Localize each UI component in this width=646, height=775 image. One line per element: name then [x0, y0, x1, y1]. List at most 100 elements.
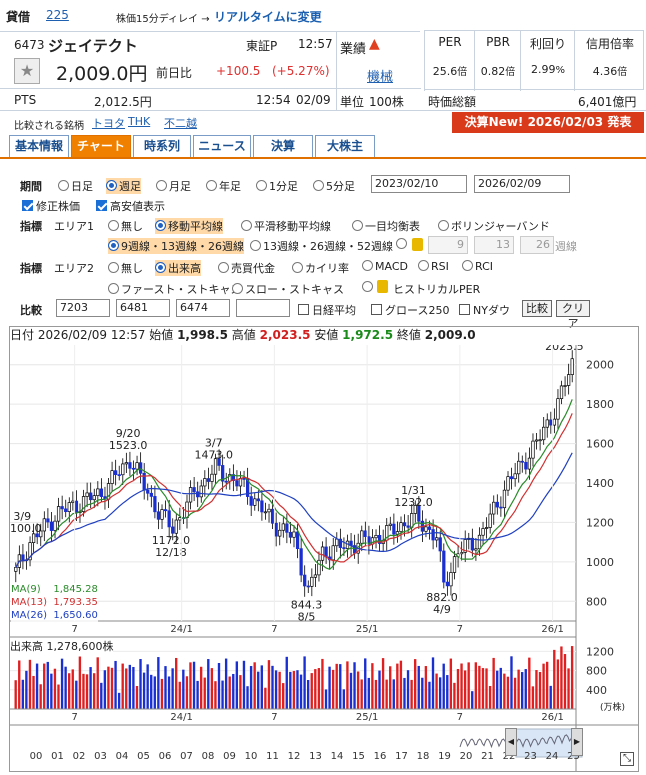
- period-option-5min[interactable]: 5分足: [313, 178, 355, 194]
- radio-icon[interactable]: [352, 220, 363, 231]
- radio-icon[interactable]: [218, 262, 229, 273]
- option-label: 出来高: [168, 262, 201, 275]
- area1-option-none[interactable]: 無し: [108, 218, 143, 234]
- area2-option-deviation[interactable]: カイリ率: [292, 260, 349, 276]
- area2-option-rsi[interactable]: RSI: [418, 260, 449, 273]
- ma-option-9-13-26[interactable]: 9週線・13週線・26週線: [108, 238, 244, 254]
- favorite-star-icon[interactable]: ★: [14, 58, 40, 84]
- volume-bar: [171, 668, 174, 709]
- area1-option-ma[interactable]: 移動平均線: [155, 218, 223, 234]
- compare-nikkei-checkbox[interactable]: 日経平均: [298, 302, 356, 318]
- earnings-banner[interactable]: 決算New! 2026/02/03 発表: [452, 112, 644, 133]
- period-option-monthly[interactable]: 月足: [156, 178, 191, 194]
- radio-icon[interactable]: [206, 180, 217, 191]
- volume-bar: [417, 665, 420, 709]
- clear-button[interactable]: クリア: [556, 300, 590, 330]
- checkbox-icon[interactable]: [371, 304, 382, 315]
- radio-icon[interactable]: [256, 180, 267, 191]
- tab-earnings[interactable]: 決算: [253, 135, 313, 157]
- radio-icon[interactable]: [438, 220, 449, 231]
- realtime-link[interactable]: リアルタイムに変更: [214, 10, 322, 24]
- ma-custom-2-input[interactable]: 13: [474, 236, 514, 254]
- ma-custom-3-input[interactable]: 26: [520, 236, 554, 254]
- area2-option-volume[interactable]: 出来高: [155, 260, 201, 276]
- area2-option-none[interactable]: 無し: [108, 260, 143, 276]
- radio-icon[interactable]: [108, 220, 119, 231]
- radio-icon[interactable]: [58, 180, 69, 191]
- ma-custom-1-input[interactable]: 9: [428, 236, 468, 254]
- volume-bar: [217, 663, 221, 709]
- industry-link[interactable]: 機械: [367, 70, 394, 85]
- compare-code-3-input[interactable]: 6474: [176, 299, 230, 317]
- date-to-input[interactable]: 2026/02/09: [474, 175, 570, 193]
- compare-nydow-checkbox[interactable]: NYダウ: [459, 302, 510, 318]
- period-option-daily[interactable]: 日足: [58, 178, 93, 194]
- ohlc-close-label: 終値: [396, 328, 421, 342]
- area2-option-fast-stoch[interactable]: ファースト・ストキャス: [108, 281, 241, 297]
- area2-option-macd[interactable]: MACD: [362, 260, 408, 273]
- radio-icon[interactable]: [313, 180, 324, 191]
- compare-growth-checkbox[interactable]: グロース250: [371, 302, 449, 318]
- stock-chart[interactable]: 8001000120014001600180020003/91100.09/20…: [10, 345, 638, 771]
- radio-icon[interactable]: [108, 262, 119, 273]
- period-option-yearly[interactable]: 年足: [206, 178, 241, 194]
- compare-code-4-input[interactable]: [236, 299, 290, 317]
- tab-timeseries[interactable]: 時系列: [133, 135, 191, 157]
- compare-label: 比較される銘柄: [14, 121, 84, 132]
- ma-option-13-26-52[interactable]: 13週線・26週線・52週線: [250, 238, 393, 254]
- volume-bar: [353, 662, 356, 709]
- compare-link-nachi[interactable]: 不二越: [164, 117, 197, 130]
- navigator-left-handle[interactable]: ◀: [505, 728, 517, 756]
- radio-icon[interactable]: [241, 220, 252, 231]
- radio-icon[interactable]: [232, 283, 243, 294]
- period-option-1min[interactable]: 1分足: [256, 178, 298, 194]
- tab-chart[interactable]: チャート: [71, 135, 131, 157]
- checkbox-icon[interactable]: [22, 200, 33, 211]
- radio-icon[interactable]: [292, 262, 303, 273]
- area2-option-turnover[interactable]: 売買代金: [218, 260, 275, 276]
- tab-shareholders[interactable]: 大株主: [315, 135, 375, 157]
- navigator-right-handle[interactable]: ▶: [571, 728, 583, 756]
- adjusted-price-checkbox[interactable]: 修正株価: [22, 198, 80, 214]
- metric-unit: 倍: [617, 67, 628, 78]
- compare-code-2-input[interactable]: 6481: [116, 299, 170, 317]
- candle-body: [185, 501, 189, 518]
- radio-icon[interactable]: [462, 260, 473, 271]
- compare-link-toyota[interactable]: トヨタ: [92, 117, 125, 130]
- period-option-weekly[interactable]: 週足: [106, 178, 141, 194]
- compare-code-1-input[interactable]: 7203: [56, 299, 110, 317]
- area1-option-ichimoku[interactable]: 一目均衡表: [352, 218, 420, 234]
- radio-icon[interactable]: [108, 240, 119, 251]
- expand-icon[interactable]: ⤡: [620, 752, 634, 766]
- margin-value-link[interactable]: 225: [46, 8, 69, 22]
- radio-icon[interactable]: [155, 220, 166, 231]
- radio-icon[interactable]: [108, 283, 119, 294]
- compare-link-thk[interactable]: THK: [128, 115, 151, 128]
- checkbox-icon[interactable]: [298, 304, 309, 315]
- radio-icon[interactable]: [155, 262, 166, 273]
- hilo-checkbox[interactable]: 高安値表示: [96, 198, 165, 214]
- area2-option-slow-stoch[interactable]: スロー・ストキャス: [232, 281, 344, 297]
- radio-icon[interactable]: [156, 180, 167, 191]
- radio-icon[interactable]: [418, 260, 429, 271]
- tab-news[interactable]: ニュース: [193, 135, 251, 157]
- area1-option-bollinger[interactable]: ボリンジャーバンド: [438, 218, 550, 234]
- compare-button[interactable]: 比較: [522, 300, 552, 317]
- area2-option-rci[interactable]: RCI: [462, 260, 493, 273]
- radio-icon[interactable]: [250, 240, 261, 251]
- date-from-input[interactable]: 2023/02/10: [371, 175, 467, 193]
- area1-option-ema[interactable]: 平滑移動平均線: [241, 218, 331, 234]
- unit-value: 100株: [369, 95, 404, 109]
- radio-icon[interactable]: [362, 281, 373, 292]
- tab-basic-info[interactable]: 基本情報: [9, 135, 69, 157]
- ma-custom-unit: 週線: [555, 240, 577, 253]
- option-label: スロー・ストキャス: [245, 283, 344, 296]
- checkbox-icon[interactable]: [459, 304, 470, 315]
- ma-option-custom[interactable]: [396, 238, 409, 251]
- radio-icon[interactable]: [396, 238, 407, 249]
- area2-option-hist-per[interactable]: [362, 281, 375, 294]
- radio-icon[interactable]: [106, 180, 117, 191]
- checkbox-icon[interactable]: [96, 200, 107, 211]
- radio-icon[interactable]: [362, 260, 373, 271]
